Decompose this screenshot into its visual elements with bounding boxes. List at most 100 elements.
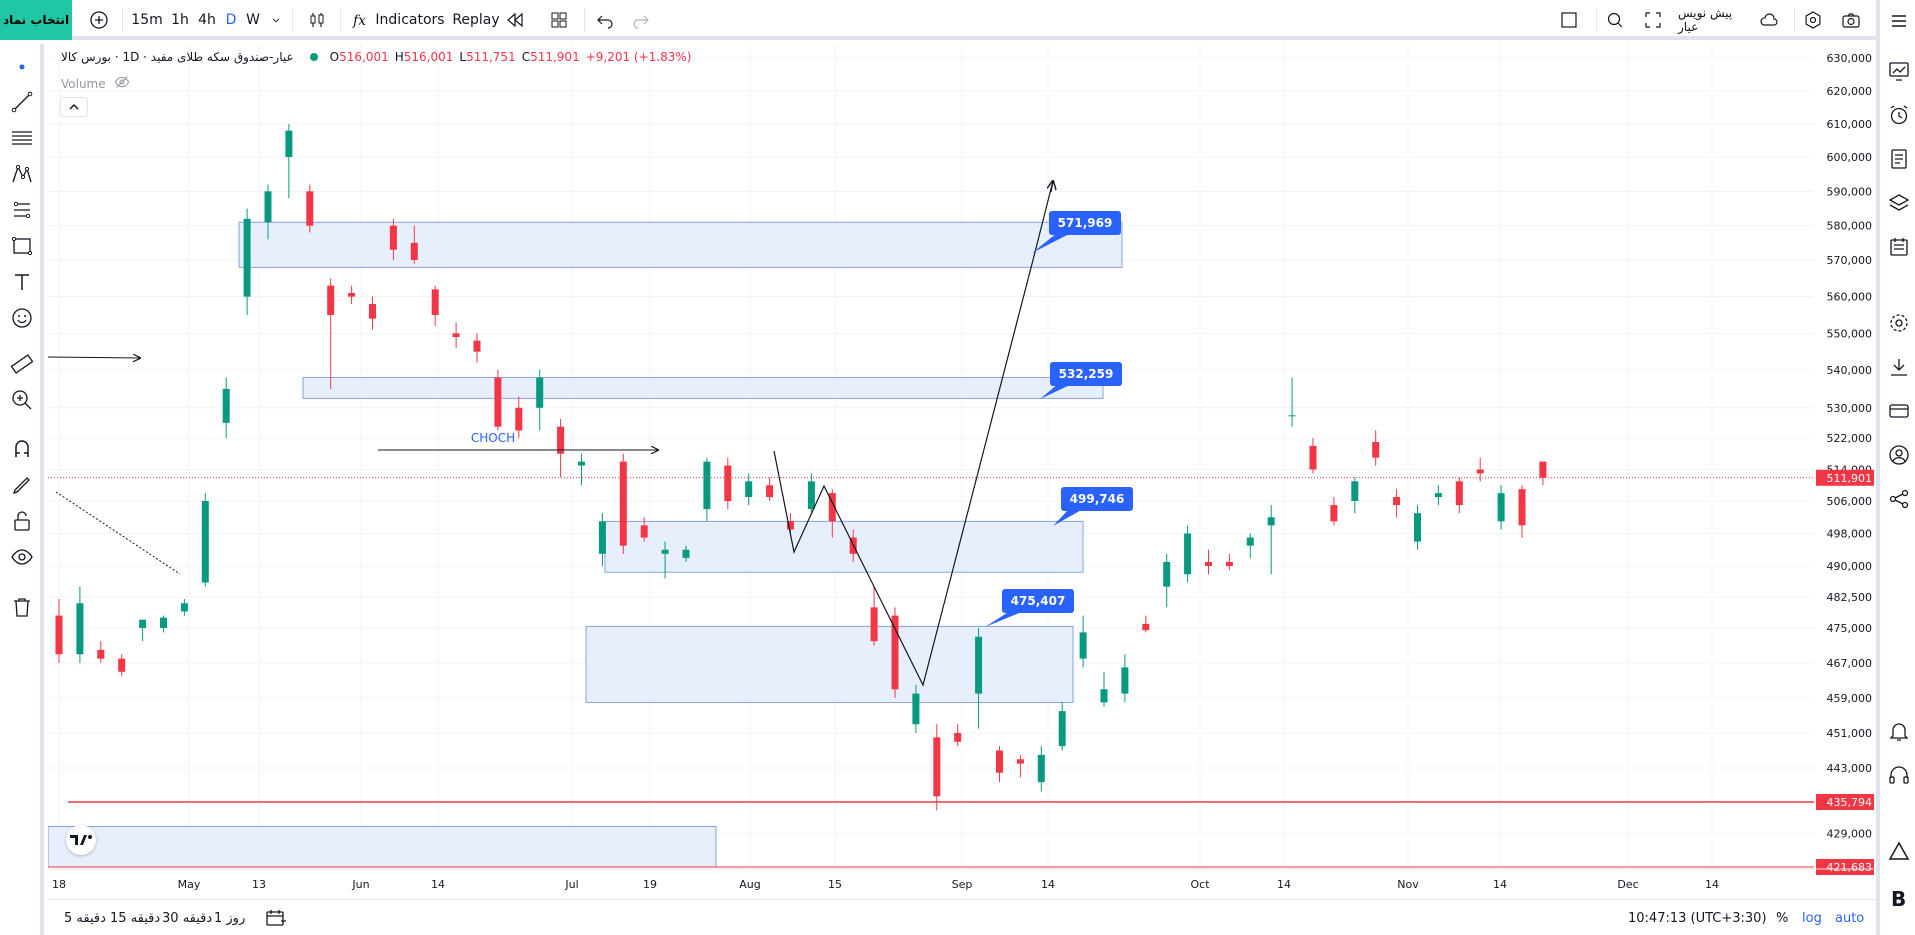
indicators-fx-icon[interactable]: fx: [350, 0, 372, 40]
candle-body[interactable]: [703, 461, 711, 510]
card-icon[interactable]: [1884, 396, 1914, 426]
target-callout[interactable]: 532,259: [1040, 362, 1122, 399]
interval-d[interactable]: D: [225, 12, 237, 28]
candle-body[interactable]: [954, 733, 962, 742]
zoom-in-icon[interactable]: [7, 385, 37, 415]
fib-retracement-icon[interactable]: [7, 195, 37, 225]
settings-gear-icon[interactable]: [1800, 0, 1826, 40]
candle-body[interactable]: [1539, 461, 1547, 478]
target-callout[interactable]: 499,746: [1053, 487, 1133, 526]
candle-body[interactable]: [870, 607, 878, 642]
settings-gear-icon[interactable]: [1884, 308, 1914, 338]
log-toggle[interactable]: log: [1802, 910, 1822, 926]
candle-body[interactable]: [264, 191, 272, 223]
candle-body[interactable]: [1372, 441, 1380, 458]
candle-body[interactable]: [891, 615, 899, 690]
candle-body[interactable]: [1518, 489, 1526, 526]
volume-indicator-row[interactable]: Volume: [61, 75, 130, 92]
candle-body[interactable]: [578, 461, 585, 466]
ideas-icon[interactable]: [1884, 837, 1914, 867]
candle-body[interactable]: [327, 285, 335, 315]
indicators-button[interactable]: Indicators: [375, 12, 445, 28]
range-1d[interactable]: 1 روز: [214, 910, 246, 926]
candle-body[interactable]: [285, 130, 293, 157]
candle-body[interactable]: [1434, 493, 1442, 498]
replay-rewind-icon[interactable]: [502, 0, 528, 40]
candle-body[interactable]: [1351, 481, 1359, 501]
download-icon[interactable]: [1884, 352, 1914, 382]
candle-body[interactable]: [598, 521, 606, 554]
undo-icon[interactable]: [592, 0, 618, 40]
lock-icon[interactable]: [7, 506, 37, 536]
candle-body[interactable]: [180, 603, 188, 612]
share-icon[interactable]: [1884, 484, 1914, 514]
candle-body[interactable]: [1079, 632, 1087, 659]
notification-bell-icon[interactable]: [1884, 716, 1914, 746]
demand-zone-bottom[interactable]: [48, 825, 717, 868]
candles-chart-type-icon[interactable]: [304, 0, 330, 40]
candle-body[interactable]: [431, 289, 439, 315]
demand-zone-upper[interactable]: [604, 520, 1084, 573]
candle-body[interactable]: [222, 388, 230, 423]
cloud-save-icon[interactable]: [1756, 0, 1782, 40]
range-5m[interactable]: 5 دقیقه: [64, 910, 106, 926]
candle-body[interactable]: [494, 377, 502, 427]
news-icon[interactable]: [1884, 144, 1914, 174]
candle-body[interactable]: [619, 461, 627, 546]
candle-body[interactable]: [1142, 623, 1150, 631]
ruler-icon[interactable]: [7, 349, 37, 379]
candle-body[interactable]: [724, 465, 732, 501]
trend-line-dotted[interactable]: [55, 491, 181, 575]
range-30m[interactable]: 30 دقیقه: [162, 910, 213, 926]
eye-icon[interactable]: [7, 542, 37, 572]
candle-body[interactable]: [1476, 469, 1484, 474]
target-callout[interactable]: 571,969: [1032, 211, 1121, 253]
time-axis[interactable]: 18 May 13 Jun 14 Jul 19 Aug 15 Sep 14 Oct 14 Nov 14 Dec…: [48, 868, 1876, 891]
target-callout[interactable]: 475,407: [985, 589, 1074, 627]
candle-body[interactable]: [1184, 533, 1192, 575]
candle-body[interactable]: [97, 649, 105, 659]
redo-icon[interactable]: [628, 0, 654, 40]
candle-body[interactable]: [1058, 711, 1066, 747]
layout-name[interactable]: پیش نویس عیار: [1678, 6, 1733, 34]
candle-body[interactable]: [118, 658, 126, 672]
interval-15m[interactable]: 15m: [131, 12, 163, 28]
layout-grid-icon[interactable]: [546, 0, 572, 40]
replay-button[interactable]: Replay: [452, 12, 500, 28]
candle-body[interactable]: [369, 304, 376, 319]
candle-body[interactable]: [745, 481, 753, 498]
candle-body[interactable]: [139, 619, 147, 628]
clock-time[interactable]: 10:47:13 (UTC+3:30): [1628, 910, 1767, 926]
candle-body[interactable]: [828, 493, 836, 522]
range-15m[interactable]: 15 دقیقه: [110, 910, 161, 926]
candle-body[interactable]: [243, 218, 251, 297]
symbol-title[interactable]: عیار-صندوق سکه طلای مفید · 1D · بورس کال…: [61, 50, 294, 64]
candle-body[interactable]: [933, 737, 941, 797]
trend-line-icon[interactable]: [7, 87, 37, 117]
chevron-down-icon[interactable]: [268, 0, 284, 40]
camera-icon[interactable]: [1838, 0, 1864, 40]
trash-icon[interactable]: [7, 592, 37, 622]
interval-4h[interactable]: 4h: [198, 12, 216, 28]
watchlist-icon[interactable]: [1884, 56, 1914, 86]
candle-body[interactable]: [1121, 667, 1129, 694]
candle-body[interactable]: [975, 636, 983, 694]
candle-body[interactable]: [1246, 537, 1254, 546]
brand-b-icon[interactable]: B: [1884, 883, 1914, 913]
eye-hidden-icon[interactable]: [114, 75, 130, 92]
magnet-icon[interactable]: [7, 434, 37, 464]
candle-body[interactable]: [1037, 754, 1045, 783]
text-tool-icon[interactable]: [7, 267, 37, 297]
candle-body[interactable]: [1225, 561, 1233, 566]
collapse-legend-button[interactable]: [60, 97, 88, 117]
candle-body[interactable]: [55, 615, 63, 655]
support-headset-icon[interactable]: [1884, 760, 1914, 790]
alarm-clock-icon[interactable]: [1884, 100, 1914, 130]
supply-zone-mid[interactable]: [302, 377, 1104, 399]
candle-body[interactable]: [410, 242, 418, 260]
interval-1h[interactable]: 1h: [171, 12, 189, 28]
candle-body[interactable]: [306, 191, 314, 226]
candle-body[interactable]: [912, 693, 920, 725]
candle-body[interactable]: [1309, 445, 1317, 470]
candle-body[interactable]: [1414, 513, 1421, 542]
